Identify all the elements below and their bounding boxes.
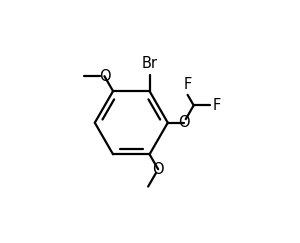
- Text: F: F: [213, 98, 221, 113]
- Text: O: O: [178, 115, 190, 130]
- Text: F: F: [184, 77, 192, 92]
- Text: O: O: [99, 69, 110, 84]
- Text: O: O: [152, 162, 164, 177]
- Text: Br: Br: [142, 56, 158, 71]
